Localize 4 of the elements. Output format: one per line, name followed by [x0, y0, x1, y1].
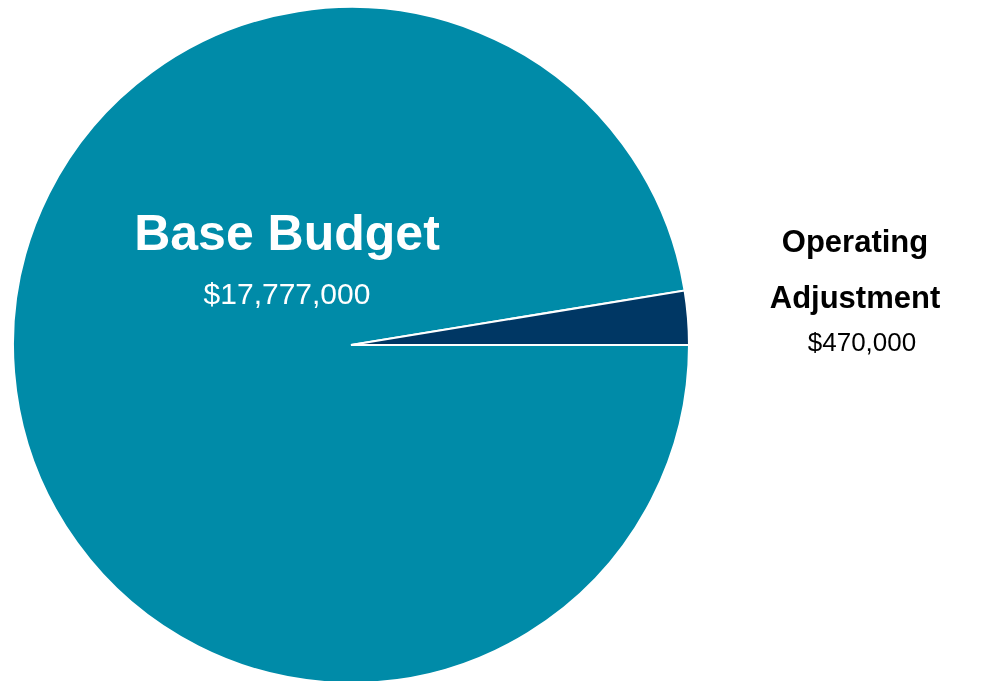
slice-label: Base Budget — [134, 205, 441, 261]
data-label: $470,000 — [807, 327, 917, 357]
slice-label: Operating Adjustment — [769, 224, 941, 315]
data-label: $17,777,000 — [203, 277, 371, 310]
